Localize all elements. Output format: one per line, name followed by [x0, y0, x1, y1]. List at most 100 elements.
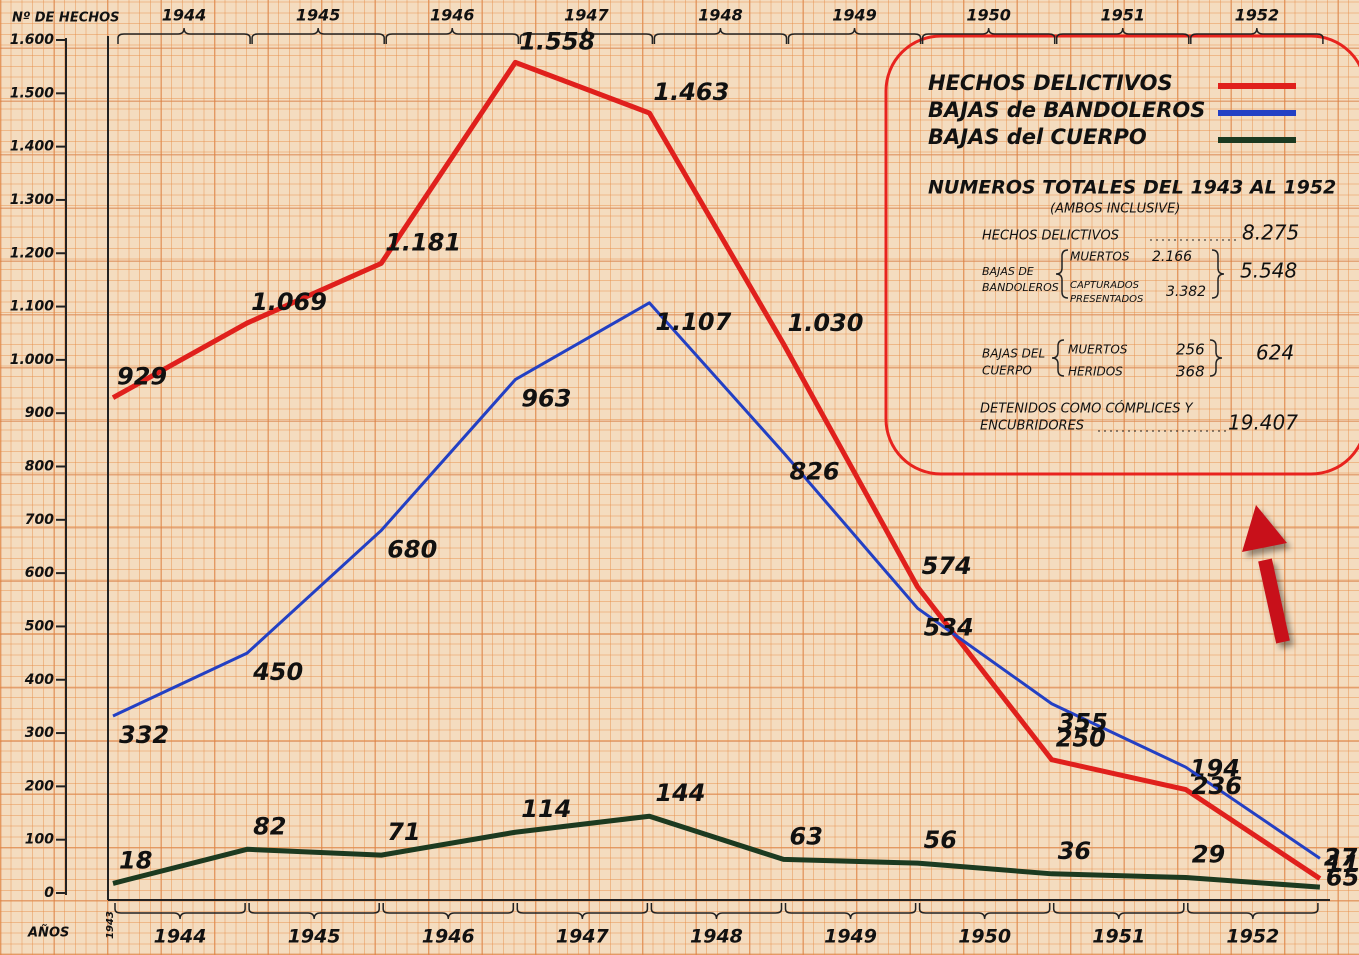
top-year-label: 1950	[966, 6, 1011, 25]
x-tick-label: 1949	[824, 926, 877, 948]
y-axis-label: Nº DE HECHOS	[12, 11, 120, 26]
year-brace	[921, 27, 1056, 44]
top-year-label: 1952	[1235, 6, 1280, 25]
row-label: HERIDOS	[1068, 365, 1123, 379]
data-label: 534	[924, 613, 974, 641]
data-label: 71	[387, 818, 420, 846]
y-tick-label: 200	[25, 778, 54, 794]
row-total: 624	[1256, 341, 1294, 365]
legend-label: HECHOS DELICTIVOS	[928, 71, 1173, 95]
data-label: 36	[1058, 837, 1091, 865]
data-label: 194	[1190, 755, 1240, 783]
data-label: 250	[1056, 725, 1106, 753]
row-label: CAPTURADOS	[1070, 280, 1140, 291]
data-label: 1.181	[385, 228, 461, 256]
year-brace	[653, 27, 788, 44]
data-label: 450	[252, 658, 303, 686]
y-tick-label: 1.400	[10, 139, 55, 155]
data-label: 680	[387, 535, 437, 563]
totals-title: NUMEROS TOTALES DEL 1943 AL 1952	[928, 177, 1336, 199]
data-label: 114	[521, 795, 571, 823]
y-tick-label: 1.600	[10, 32, 55, 48]
year-brace	[918, 903, 1051, 920]
highlight-box	[884, 34, 1359, 476]
y-tick-label: 600	[25, 565, 54, 581]
arrow-head	[1242, 505, 1287, 552]
data-label: 963	[521, 385, 571, 413]
y-tick-label: 1.500	[10, 85, 55, 101]
braces	[1051, 249, 1225, 377]
row-label: BAJAS DEL	[982, 347, 1045, 361]
year-brace	[519, 27, 654, 44]
y-tick-label: 400	[24, 672, 54, 688]
totals-box: NUMEROS TOTALES DEL 1943 AL 1952 (AMBOS …	[928, 177, 1336, 435]
y-tick-label: 900	[25, 405, 54, 421]
data-label: 1.030	[788, 309, 864, 337]
y-tick-label: 1.300	[10, 192, 55, 208]
year-brace	[1187, 903, 1319, 920]
y-tick-label: 500	[25, 618, 54, 634]
data-label: 826	[790, 458, 840, 486]
top-year-label: 1948	[698, 6, 743, 25]
year-brace	[784, 903, 917, 920]
top-year-label: 1944	[162, 6, 207, 25]
data-label: 18	[119, 846, 152, 874]
x-tick-label: 1943	[105, 911, 116, 939]
x-tick-label: 1952	[1226, 926, 1279, 948]
y-tick-label: 1.200	[10, 245, 55, 261]
row-label: HECHOS DELICTIVOS	[982, 229, 1119, 244]
row-label: PRESENTADOS	[1070, 294, 1144, 305]
year-brace	[385, 27, 520, 44]
x-tick-label: 1945	[288, 926, 341, 948]
series-line	[111, 59, 1322, 881]
year-brace	[650, 903, 783, 920]
series-line	[112, 301, 1321, 860]
data-label: 65	[1326, 863, 1359, 891]
row-label: ENCUBRIDORES	[980, 419, 1084, 434]
row-value: 368	[1176, 363, 1205, 381]
row-total: 19.407	[1228, 411, 1298, 435]
data-label: 1.558	[519, 27, 595, 55]
legend-label: BAJAS del CUERPO	[928, 125, 1147, 149]
data-label: 82	[253, 812, 286, 840]
year-brace	[516, 903, 649, 920]
x-tick-label: 1946	[422, 926, 475, 948]
year-brace	[1052, 903, 1185, 920]
data-label: 355	[1058, 709, 1108, 737]
y-tick-label: 300	[25, 725, 54, 741]
x-tick-label: 1947	[556, 926, 610, 948]
arrow-shaft	[1258, 558, 1290, 644]
y-tick-label: 0	[44, 885, 54, 901]
row-label: BAJAS DE	[982, 265, 1034, 278]
row-total: 5.548	[1240, 259, 1297, 283]
year-brace	[251, 27, 385, 44]
data-label: 27	[1324, 844, 1358, 872]
top-year-label: 1951	[1100, 6, 1145, 25]
data-label: 929	[117, 363, 167, 391]
row-label: CUERPO	[982, 364, 1032, 378]
x-tick-label: 1951	[1092, 926, 1145, 948]
row-label: BANDOLEROS	[982, 281, 1059, 294]
y-tick-label: 1.100	[10, 299, 55, 315]
data-label: 63	[790, 822, 823, 850]
year-brace	[117, 27, 251, 44]
data-label: 236	[1192, 772, 1242, 800]
x-axis-label: AÑOS	[27, 925, 69, 941]
x-tick-label: 1948	[690, 926, 743, 948]
row-value: 256	[1176, 341, 1205, 359]
top-year-label: 1945	[296, 6, 341, 25]
year-brace	[382, 903, 515, 920]
totals-subtitle: (AMBOS INCLUSIVE)	[1050, 202, 1180, 217]
data-label: 29	[1192, 841, 1225, 869]
year-brace	[114, 903, 246, 920]
top-year-label: 1947	[564, 6, 609, 25]
y-tick-label: 800	[25, 459, 54, 475]
data-label: 1.463	[653, 78, 729, 106]
year-brace	[248, 903, 380, 920]
y-tick-label: 1.000	[10, 352, 55, 368]
data-label: 56	[924, 826, 957, 854]
year-brace	[1055, 27, 1190, 44]
row-label: DETENIDOS COMO CÓMPLICES Y	[980, 401, 1194, 417]
data-label: 332	[119, 721, 169, 749]
